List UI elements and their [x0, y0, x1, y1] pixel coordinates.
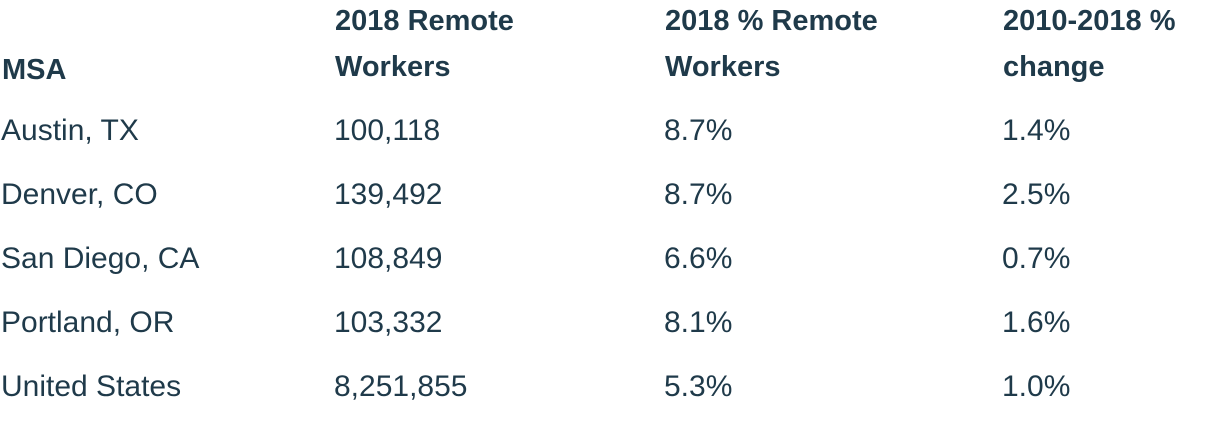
percent-change-cell: 0.7%: [1002, 242, 1071, 275]
msa-cell: Austin, TX: [1, 114, 139, 147]
percent-remote-cell: 5.3%: [664, 370, 733, 403]
table-row: Denver, CO 139,492 8.7% 2.5%: [0, 175, 1220, 239]
msa-cell: United States: [1, 370, 182, 403]
table-row: San Diego, CA 108,849 6.6% 0.7%: [0, 239, 1220, 303]
percent-remote-cell: 8.1%: [664, 306, 733, 339]
header-percent-remote-workers: 2018 % Remote Workers: [665, 5, 878, 83]
remote-workers-cell: 103,332: [334, 306, 443, 339]
msa-cell: Denver, CO: [1, 178, 158, 211]
header-msa: MSA: [2, 54, 67, 86]
percent-change-cell: 2.5%: [1002, 178, 1071, 211]
table-row: United States 8,251,855 5.3% 1.0%: [0, 367, 1220, 431]
table-row: Austin, TX 100,118 8.7% 1.4%: [0, 111, 1220, 175]
table-row: Portland, OR 103,332 8.1% 1.6%: [0, 303, 1220, 367]
remote-workers-cell: 100,118: [334, 114, 441, 147]
percent-remote-cell: 8.7%: [664, 114, 733, 147]
msa-cell: San Diego, CA: [1, 242, 200, 275]
header-remote-workers: 2018 Remote Workers: [335, 5, 514, 83]
percent-change-cell: 1.0%: [1002, 370, 1071, 403]
header-percent-change: 2010-2018 % change: [1003, 5, 1176, 83]
percent-remote-cell: 8.7%: [664, 178, 733, 211]
percent-change-cell: 1.6%: [1002, 306, 1071, 339]
percent-change-cell: 1.4%: [1002, 114, 1071, 147]
remote-workers-cell: 8,251,855: [334, 370, 468, 403]
percent-remote-cell: 6.6%: [664, 242, 733, 275]
table-header-row: MSA 2018 Remote Workers 2018 % Remote Wo…: [0, 0, 1220, 96]
msa-cell: Portland, OR: [1, 306, 175, 339]
remote-workers-cell: 108,849: [334, 242, 443, 275]
remote-workers-cell: 139,492: [334, 178, 443, 211]
